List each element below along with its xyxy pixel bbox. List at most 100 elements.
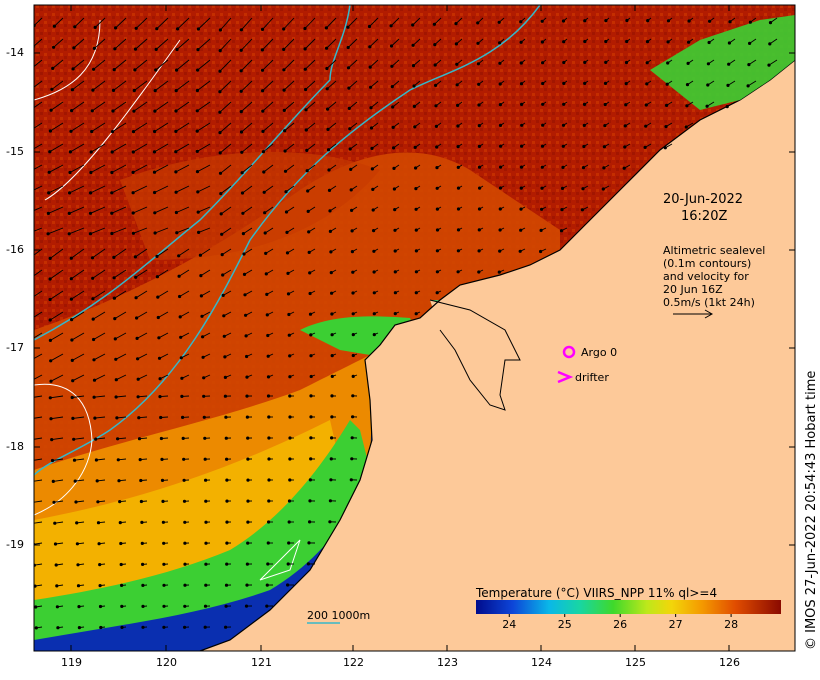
velocity-arrow-head — [224, 436, 228, 440]
colorbar-ticks — [508, 614, 732, 617]
velocity-arrow — [347, 17, 358, 28]
velocity-arrow-head — [541, 61, 545, 65]
velocity-arrow-head — [88, 211, 93, 215]
velocity-arrow-head — [308, 478, 312, 482]
velocity-arrow — [284, 122, 295, 132]
velocity-arrow-head — [265, 604, 269, 608]
x-tick-label: 124 — [531, 656, 552, 669]
velocity-arrow-head — [477, 249, 481, 253]
velocity-arrow-head — [69, 297, 73, 301]
velocity-arrow-head — [267, 499, 271, 503]
velocity-arrow-head — [283, 149, 287, 153]
velocity-arrow-head — [455, 62, 459, 66]
velocity-arrow-head — [392, 166, 396, 170]
velocity-arrow-head — [180, 376, 184, 380]
velocity-arrow-head — [372, 333, 376, 337]
velocity-arrow-head — [477, 144, 481, 148]
velocity-arrow-head — [580, 208, 585, 212]
velocity-arrow-head — [329, 250, 333, 254]
velocity-arrow — [34, 122, 43, 129]
velocity-arrow-head — [350, 436, 354, 440]
velocity-arrow-head — [768, 42, 772, 46]
velocity-arrow-head — [309, 415, 313, 419]
velocity-arrow-head — [112, 296, 116, 300]
velocity-arrow-head — [350, 250, 354, 254]
velocity-arrow-head — [218, 151, 222, 155]
velocity-arrow-head — [562, 60, 566, 65]
bathymetry-200m-contour — [34, 5, 351, 341]
velocity-arrow-head — [666, 61, 670, 65]
velocity-arrow-head — [726, 83, 730, 87]
velocity-arrow-head — [263, 211, 267, 215]
velocity-arrow-head — [225, 520, 229, 524]
velocity-arrow-head — [351, 270, 355, 274]
velocity-arrow-head — [242, 252, 246, 256]
velocity-arrow-head — [725, 105, 729, 109]
velocity-arrow — [155, 59, 169, 71]
velocity-arrow-head — [539, 228, 543, 232]
velocity-arrow-head — [176, 27, 180, 31]
velocity-arrow-head — [665, 82, 669, 86]
velocity-arrow-head — [29, 108, 32, 111]
velocity-arrow-head — [114, 395, 118, 399]
velocity-arrow — [197, 59, 211, 71]
velocity-arrow — [242, 206, 253, 214]
velocity-arrow — [285, 164, 295, 172]
argo-label: Argo 0 — [581, 346, 618, 359]
velocity-arrow — [47, 227, 64, 235]
velocity-arrow-head — [476, 62, 480, 66]
velocity-arrow-head — [158, 377, 162, 381]
velocity-arrow-head — [330, 291, 334, 295]
velocity-arrow-head — [113, 317, 117, 321]
colorbar-title: Temperature (°C) VIIRS_NPP 11% ql>=4 — [476, 586, 718, 600]
x-tick-label: 123 — [437, 656, 458, 669]
velocity-arrow-head — [687, 40, 691, 44]
velocity-arrow-head — [367, 24, 372, 29]
velocity-arrow-head — [199, 274, 203, 278]
velocity-arrow-head — [266, 333, 270, 338]
velocity-arrow-head — [175, 68, 179, 72]
velocity-arrow — [113, 269, 127, 279]
velocity-arrow-head — [134, 296, 138, 300]
velocity-arrow-head — [308, 520, 312, 524]
velocity-arrow-head — [265, 583, 269, 587]
velocity-arrow-head — [46, 211, 51, 215]
velocity-arrow-head — [348, 147, 352, 151]
velocity-arrow-head — [200, 314, 204, 318]
velocity-arrow-head — [239, 48, 243, 52]
velocity-arrow-head — [267, 520, 271, 524]
velocity-arrow-head — [498, 41, 502, 45]
velocity-arrow — [72, 80, 85, 91]
velocity-arrow-head — [346, 45, 350, 50]
velocity-arrow-head — [393, 208, 397, 212]
velocity-arrow-head — [136, 377, 140, 381]
velocity-arrow — [111, 143, 127, 153]
velocity-arrow-head — [413, 145, 417, 149]
velocity-arrow-head — [70, 338, 74, 342]
altimetry-note-2: (0.1m contours) — [663, 257, 752, 270]
velocity-arrow-head — [414, 312, 418, 316]
velocity-arrow — [369, 59, 379, 68]
velocity-arrow-head — [540, 186, 544, 190]
velocity-arrow-head — [435, 291, 439, 295]
velocity-arrow-head — [162, 583, 166, 587]
velocity-arrow — [370, 80, 379, 88]
velocity-arrow-head — [393, 228, 397, 232]
velocity-arrow-head — [139, 499, 143, 504]
velocity-arrow-head — [265, 292, 269, 296]
velocity-arrow-head — [116, 458, 120, 462]
velocity-arrow-head — [91, 317, 95, 321]
velocity-arrow-head — [541, 123, 545, 127]
velocity-arrow-head — [288, 394, 292, 398]
velocity-arrows — [27, 17, 778, 630]
velocity-arrow-head — [196, 48, 200, 52]
velocity-arrow-head — [27, 278, 30, 281]
velocity-arrow — [92, 80, 106, 91]
velocity-arrow-head — [56, 626, 60, 630]
velocity-arrow-head — [286, 271, 290, 275]
velocity-arrow-head — [240, 191, 245, 195]
velocity-arrow-head — [113, 47, 117, 51]
velocity-arrow-head — [350, 208, 354, 212]
velocity-arrow-head — [369, 126, 374, 130]
velocity-arrow-head — [46, 232, 50, 236]
